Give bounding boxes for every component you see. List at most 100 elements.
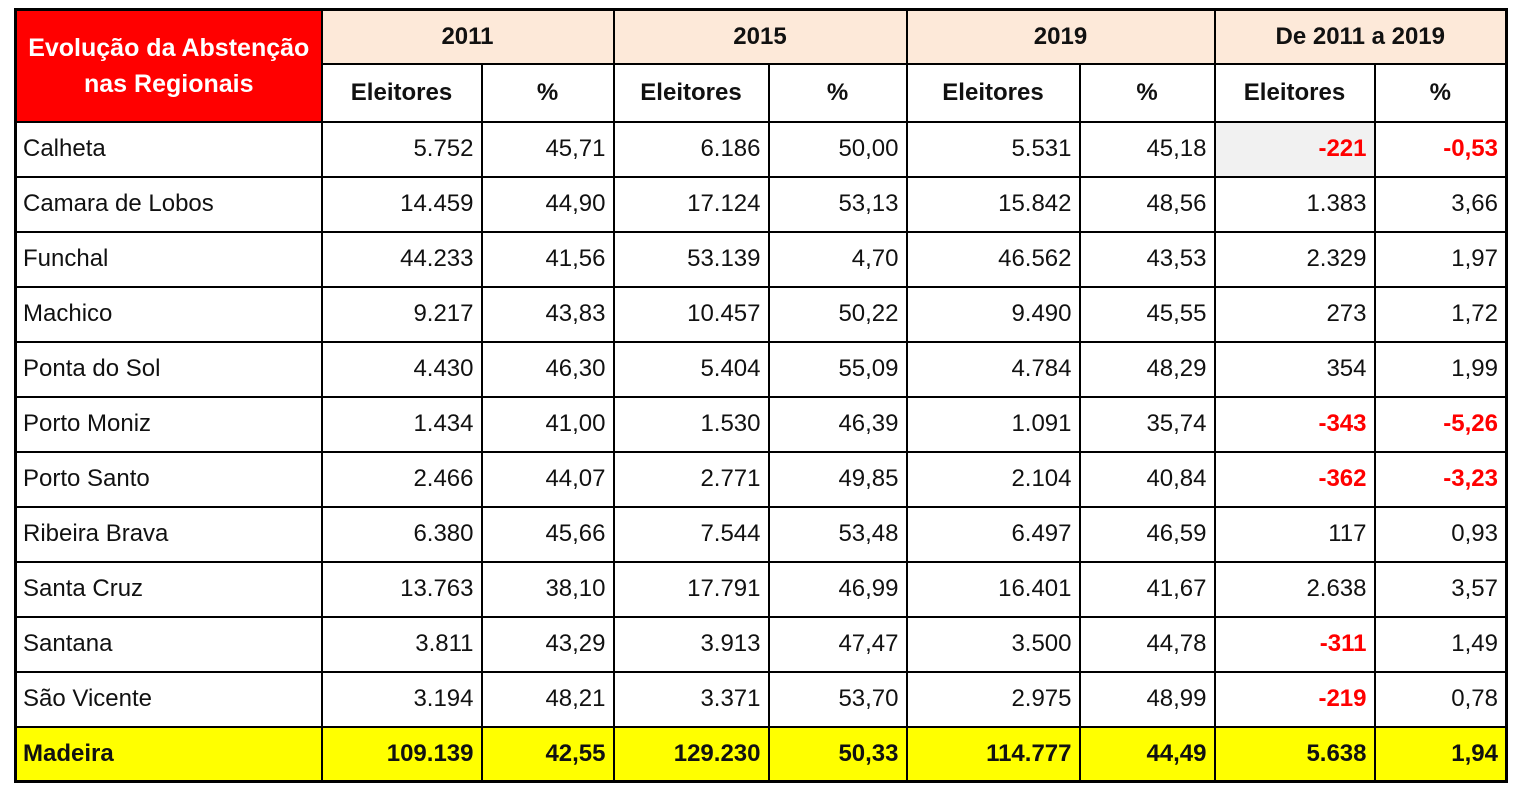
region-name: Machico [14, 285, 323, 343]
value-cell: 3.811 [320, 615, 483, 673]
region-name: Porto Santo [14, 450, 323, 508]
value-cell: 4,70 [767, 230, 908, 288]
value-cell: 1.530 [612, 395, 770, 453]
range-header-2011-2019: De 2011 a 2019 [1213, 8, 1508, 65]
value-cell: 3,57 [1373, 560, 1508, 618]
value-cell: 1.434 [320, 395, 483, 453]
region-name: São Vicente [14, 670, 323, 728]
value-cell: 45,66 [480, 505, 615, 563]
value-cell: 2.104 [905, 450, 1081, 508]
value-cell: 0,93 [1373, 505, 1508, 563]
value-cell: -219 [1213, 670, 1376, 728]
subheader-eleitores-range: Eleitores [1213, 62, 1376, 123]
value-cell: 3.913 [612, 615, 770, 673]
value-cell: 4.430 [320, 340, 483, 398]
region-name: Ribeira Brava [14, 505, 323, 563]
region-name: Porto Moniz [14, 395, 323, 453]
value-cell: 35,74 [1078, 395, 1216, 453]
value-cell: 45,71 [480, 120, 615, 178]
value-cell: 2.466 [320, 450, 483, 508]
value-cell: 5.531 [905, 120, 1081, 178]
subheader-pct-2015: % [767, 62, 908, 123]
value-cell: 42,55 [480, 725, 615, 783]
value-cell: 5.638 [1213, 725, 1376, 783]
group-header-row: Evolução da Abstenção nas Regionais 2011… [14, 8, 1508, 123]
value-cell: 43,83 [480, 285, 615, 343]
table-row: Porto Santo 2.466 44,07 2.771 49,85 2.104 40,8… [14, 450, 1508, 508]
value-cell: 43,53 [1078, 230, 1216, 288]
table-title: Evolução da Abstenção nas Regionais [14, 8, 323, 123]
subheader-eleitores-2011: Eleitores [320, 62, 483, 123]
region-name: Santa Cruz [14, 560, 323, 618]
table-row: Santa Cruz 13.763 38,10 17.791 46,99 16.401 41… [14, 560, 1508, 618]
value-cell: 55,09 [767, 340, 908, 398]
value-cell: 48,99 [1078, 670, 1216, 728]
value-cell: 47,47 [767, 615, 908, 673]
region-name: Santana [14, 615, 323, 673]
year-header-2019: 2019 [905, 8, 1216, 65]
value-cell: 3.371 [612, 670, 770, 728]
value-cell: 114.777 [905, 725, 1081, 783]
region-name: Calheta [14, 120, 323, 178]
value-cell: -5,26 [1373, 395, 1508, 453]
value-cell: 1,97 [1373, 230, 1508, 288]
value-cell: 1,72 [1373, 285, 1508, 343]
table-row: São Vicente 3.194 48,21 3.371 53,70 2.975 48,9… [14, 670, 1508, 728]
value-cell: 45,18 [1078, 120, 1216, 178]
table-row: Camara de Lobos 14.459 44,90 17.124 53,13 15.… [14, 175, 1508, 233]
value-cell: 3.194 [320, 670, 483, 728]
value-cell: 50,00 [767, 120, 908, 178]
table-row: Santana 3.811 43,29 3.913 47,47 3.500 44,78 -31… [14, 615, 1508, 673]
subheader-eleitores-2015: Eleitores [612, 62, 770, 123]
value-cell: 16.401 [905, 560, 1081, 618]
value-cell: 50,33 [767, 725, 908, 783]
value-cell: 53,13 [767, 175, 908, 233]
value-cell: 273 [1213, 285, 1376, 343]
value-cell: 13.763 [320, 560, 483, 618]
table-body: Calheta 5.752 45,71 6.186 50,00 5.531 45,18 -22… [14, 120, 1508, 783]
table-row: Ribeira Brava 6.380 45,66 7.544 53,48 6.497 46… [14, 505, 1508, 563]
value-cell: 49,85 [767, 450, 908, 508]
value-cell: 109.139 [320, 725, 483, 783]
abstention-table: Evolução da Abstenção nas Regionais 2011… [14, 8, 1508, 783]
value-cell: 17.124 [612, 175, 770, 233]
value-cell: 2.638 [1213, 560, 1376, 618]
value-cell: -362 [1213, 450, 1376, 508]
subheader-pct-range: % [1373, 62, 1508, 123]
value-cell: -311 [1213, 615, 1376, 673]
abstention-table-container: Evolução da Abstenção nas Regionais 2011… [14, 8, 1508, 783]
region-name: Camara de Lobos [14, 175, 323, 233]
value-cell: 0,78 [1373, 670, 1508, 728]
value-cell: 41,00 [480, 395, 615, 453]
value-cell: 46,99 [767, 560, 908, 618]
year-header-2011: 2011 [320, 8, 615, 65]
table-row: Calheta 5.752 45,71 6.186 50,00 5.531 45,18 -22… [14, 120, 1508, 178]
value-cell: 46,59 [1078, 505, 1216, 563]
subheader-eleitores-2019: Eleitores [905, 62, 1081, 123]
value-cell: 45,55 [1078, 285, 1216, 343]
value-cell: 53.139 [612, 230, 770, 288]
table-row: Ponta do Sol 4.430 46,30 5.404 55,09 4.784 48,… [14, 340, 1508, 398]
value-cell: 1,99 [1373, 340, 1508, 398]
value-cell: 6.380 [320, 505, 483, 563]
value-cell: 3.500 [905, 615, 1081, 673]
value-cell: 40,84 [1078, 450, 1216, 508]
subheader-pct-2011: % [480, 62, 615, 123]
subheader-pct-2019: % [1078, 62, 1216, 123]
value-cell: 7.544 [612, 505, 770, 563]
value-cell: 14.459 [320, 175, 483, 233]
value-cell: 15.842 [905, 175, 1081, 233]
year-header-2015: 2015 [612, 8, 908, 65]
value-cell: 48,29 [1078, 340, 1216, 398]
value-cell: 44,49 [1078, 725, 1216, 783]
table-row: Machico 9.217 43,83 10.457 50,22 9.490 45,55 27… [14, 285, 1508, 343]
value-cell: 6.186 [612, 120, 770, 178]
value-cell: 10.457 [612, 285, 770, 343]
value-cell: -221 [1213, 120, 1376, 178]
value-cell: -343 [1213, 395, 1376, 453]
value-cell: 5.404 [612, 340, 770, 398]
table-row: Porto Moniz 1.434 41,00 1.530 46,39 1.091 35,7… [14, 395, 1508, 453]
value-cell: 2.771 [612, 450, 770, 508]
region-name: Madeira [14, 725, 323, 783]
value-cell: 46,39 [767, 395, 908, 453]
